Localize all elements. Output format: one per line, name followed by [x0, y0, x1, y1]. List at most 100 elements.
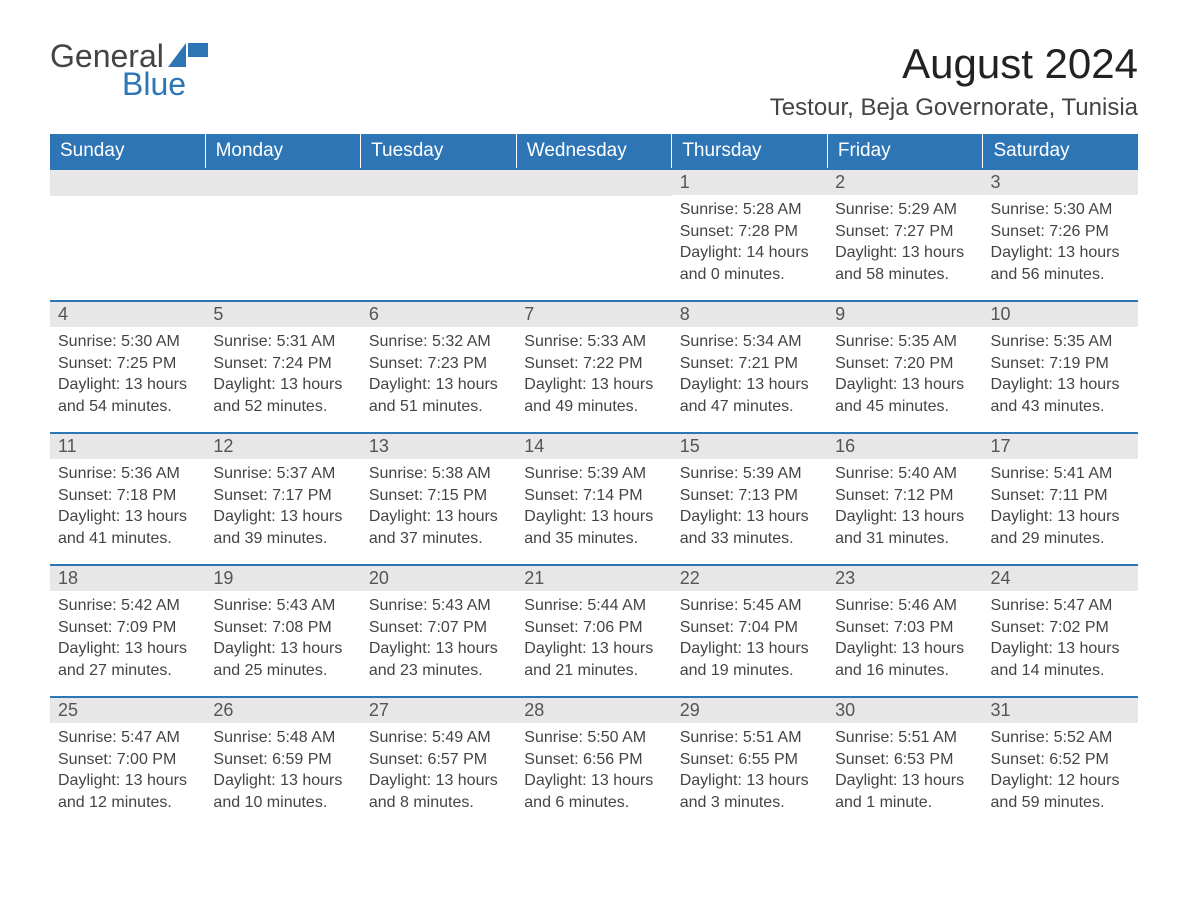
calendar-week-row: 1Sunrise: 5:28 AMSunset: 7:28 PMDaylight…: [50, 168, 1138, 300]
sunset-line: Sunset: 7:12 PM: [835, 485, 974, 507]
sunrise-line: Sunrise: 5:35 AM: [991, 331, 1130, 353]
sunset-line: Sunset: 6:56 PM: [524, 749, 663, 771]
sunset-line: Sunset: 7:09 PM: [58, 617, 197, 639]
calendar-day-cell: 13Sunrise: 5:38 AMSunset: 7:15 PMDayligh…: [361, 434, 516, 564]
calendar-day-cell: 20Sunrise: 5:43 AMSunset: 7:07 PMDayligh…: [361, 566, 516, 696]
day-number: 31: [983, 698, 1138, 723]
sunrise-line: Sunrise: 5:36 AM: [58, 463, 197, 485]
daylight-line: Daylight: 13 hours and 51 minutes.: [369, 374, 508, 417]
sunrise-line: Sunrise: 5:33 AM: [524, 331, 663, 353]
day-details: Sunrise: 5:45 AMSunset: 7:04 PMDaylight:…: [672, 591, 827, 691]
logo: General Blue: [50, 40, 208, 100]
daylight-line: Daylight: 13 hours and 27 minutes.: [58, 638, 197, 681]
sunset-line: Sunset: 6:57 PM: [369, 749, 508, 771]
sunrise-line: Sunrise: 5:45 AM: [680, 595, 819, 617]
sunset-line: Sunset: 6:52 PM: [991, 749, 1130, 771]
sunrise-line: Sunrise: 5:46 AM: [835, 595, 974, 617]
sunrise-line: Sunrise: 5:41 AM: [991, 463, 1130, 485]
calendar-day-cell: 19Sunrise: 5:43 AMSunset: 7:08 PMDayligh…: [205, 566, 360, 696]
sunset-line: Sunset: 6:59 PM: [213, 749, 352, 771]
day-number: 16: [827, 434, 982, 459]
sunrise-line: Sunrise: 5:47 AM: [58, 727, 197, 749]
day-number: 13: [361, 434, 516, 459]
day-number: 3: [983, 170, 1138, 195]
sunrise-line: Sunrise: 5:38 AM: [369, 463, 508, 485]
sunset-line: Sunset: 7:11 PM: [991, 485, 1130, 507]
sunrise-line: Sunrise: 5:50 AM: [524, 727, 663, 749]
day-details: Sunrise: 5:36 AMSunset: 7:18 PMDaylight:…: [50, 459, 205, 559]
calendar-day-cell: [361, 170, 516, 300]
calendar-week-row: 4Sunrise: 5:30 AMSunset: 7:25 PMDaylight…: [50, 300, 1138, 432]
day-details: Sunrise: 5:35 AMSunset: 7:19 PMDaylight:…: [983, 327, 1138, 427]
day-number: 1: [672, 170, 827, 195]
calendar-day-cell: 14Sunrise: 5:39 AMSunset: 7:14 PMDayligh…: [516, 434, 671, 564]
day-details: Sunrise: 5:46 AMSunset: 7:03 PMDaylight:…: [827, 591, 982, 691]
sunset-line: Sunset: 6:53 PM: [835, 749, 974, 771]
calendar-day-cell: 17Sunrise: 5:41 AMSunset: 7:11 PMDayligh…: [983, 434, 1138, 564]
sunset-line: Sunset: 6:55 PM: [680, 749, 819, 771]
day-details: Sunrise: 5:41 AMSunset: 7:11 PMDaylight:…: [983, 459, 1138, 559]
calendar-day-cell: 28Sunrise: 5:50 AMSunset: 6:56 PMDayligh…: [516, 698, 671, 828]
day-number: 15: [672, 434, 827, 459]
sunset-line: Sunset: 7:23 PM: [369, 353, 508, 375]
day-details: Sunrise: 5:47 AMSunset: 7:00 PMDaylight:…: [50, 723, 205, 823]
daylight-line: Daylight: 12 hours and 59 minutes.: [991, 770, 1130, 813]
calendar-day-cell: 3Sunrise: 5:30 AMSunset: 7:26 PMDaylight…: [983, 170, 1138, 300]
sunset-line: Sunset: 7:22 PM: [524, 353, 663, 375]
sunset-line: Sunset: 7:21 PM: [680, 353, 819, 375]
day-number: 2: [827, 170, 982, 195]
calendar-day-cell: 4Sunrise: 5:30 AMSunset: 7:25 PMDaylight…: [50, 302, 205, 432]
calendar-day-cell: 12Sunrise: 5:37 AMSunset: 7:17 PMDayligh…: [205, 434, 360, 564]
sunrise-line: Sunrise: 5:32 AM: [369, 331, 508, 353]
day-details: Sunrise: 5:52 AMSunset: 6:52 PMDaylight:…: [983, 723, 1138, 823]
sunset-line: Sunset: 7:03 PM: [835, 617, 974, 639]
day-number: 19: [205, 566, 360, 591]
calendar-day-cell: 10Sunrise: 5:35 AMSunset: 7:19 PMDayligh…: [983, 302, 1138, 432]
daylight-line: Daylight: 13 hours and 58 minutes.: [835, 242, 974, 285]
sunset-line: Sunset: 7:18 PM: [58, 485, 197, 507]
sunrise-line: Sunrise: 5:52 AM: [991, 727, 1130, 749]
day-details: Sunrise: 5:48 AMSunset: 6:59 PMDaylight:…: [205, 723, 360, 823]
day-number: 18: [50, 566, 205, 591]
title-month: August 2024: [770, 40, 1138, 88]
calendar-day-cell: 26Sunrise: 5:48 AMSunset: 6:59 PMDayligh…: [205, 698, 360, 828]
sunset-line: Sunset: 7:00 PM: [58, 749, 197, 771]
calendar-day-cell: 23Sunrise: 5:46 AMSunset: 7:03 PMDayligh…: [827, 566, 982, 696]
calendar-day-cell: 11Sunrise: 5:36 AMSunset: 7:18 PMDayligh…: [50, 434, 205, 564]
sunrise-line: Sunrise: 5:31 AM: [213, 331, 352, 353]
day-details: Sunrise: 5:47 AMSunset: 7:02 PMDaylight:…: [983, 591, 1138, 691]
day-details: Sunrise: 5:29 AMSunset: 7:27 PMDaylight:…: [827, 195, 982, 295]
calendar-day-cell: 7Sunrise: 5:33 AMSunset: 7:22 PMDaylight…: [516, 302, 671, 432]
day-details: Sunrise: 5:31 AMSunset: 7:24 PMDaylight:…: [205, 327, 360, 427]
sunrise-line: Sunrise: 5:34 AM: [680, 331, 819, 353]
day-number: 25: [50, 698, 205, 723]
calendar-day-cell: 29Sunrise: 5:51 AMSunset: 6:55 PMDayligh…: [672, 698, 827, 828]
calendar-day-cell: [205, 170, 360, 300]
daylight-line: Daylight: 13 hours and 8 minutes.: [369, 770, 508, 813]
calendar-day-cell: 27Sunrise: 5:49 AMSunset: 6:57 PMDayligh…: [361, 698, 516, 828]
sunrise-line: Sunrise: 5:30 AM: [991, 199, 1130, 221]
day-number: 20: [361, 566, 516, 591]
day-details: Sunrise: 5:30 AMSunset: 7:25 PMDaylight:…: [50, 327, 205, 427]
day-number: 9: [827, 302, 982, 327]
day-details: Sunrise: 5:43 AMSunset: 7:08 PMDaylight:…: [205, 591, 360, 691]
daylight-line: Daylight: 13 hours and 19 minutes.: [680, 638, 819, 681]
weekday-header: Sunday: [50, 134, 206, 168]
day-number: 4: [50, 302, 205, 327]
title-location: Testour, Beja Governorate, Tunisia: [770, 94, 1138, 122]
calendar: Sunday Monday Tuesday Wednesday Thursday…: [50, 134, 1138, 828]
day-number: 23: [827, 566, 982, 591]
day-number: 5: [205, 302, 360, 327]
day-details: Sunrise: 5:33 AMSunset: 7:22 PMDaylight:…: [516, 327, 671, 427]
day-details: Sunrise: 5:49 AMSunset: 6:57 PMDaylight:…: [361, 723, 516, 823]
day-number: 17: [983, 434, 1138, 459]
daylight-line: Daylight: 13 hours and 6 minutes.: [524, 770, 663, 813]
calendar-day-cell: 6Sunrise: 5:32 AMSunset: 7:23 PMDaylight…: [361, 302, 516, 432]
sunrise-line: Sunrise: 5:43 AM: [213, 595, 352, 617]
sunrise-line: Sunrise: 5:44 AM: [524, 595, 663, 617]
daylight-line: Daylight: 13 hours and 21 minutes.: [524, 638, 663, 681]
sunset-line: Sunset: 7:24 PM: [213, 353, 352, 375]
calendar-day-cell: [50, 170, 205, 300]
daylight-line: Daylight: 13 hours and 29 minutes.: [991, 506, 1130, 549]
sunset-line: Sunset: 7:13 PM: [680, 485, 819, 507]
